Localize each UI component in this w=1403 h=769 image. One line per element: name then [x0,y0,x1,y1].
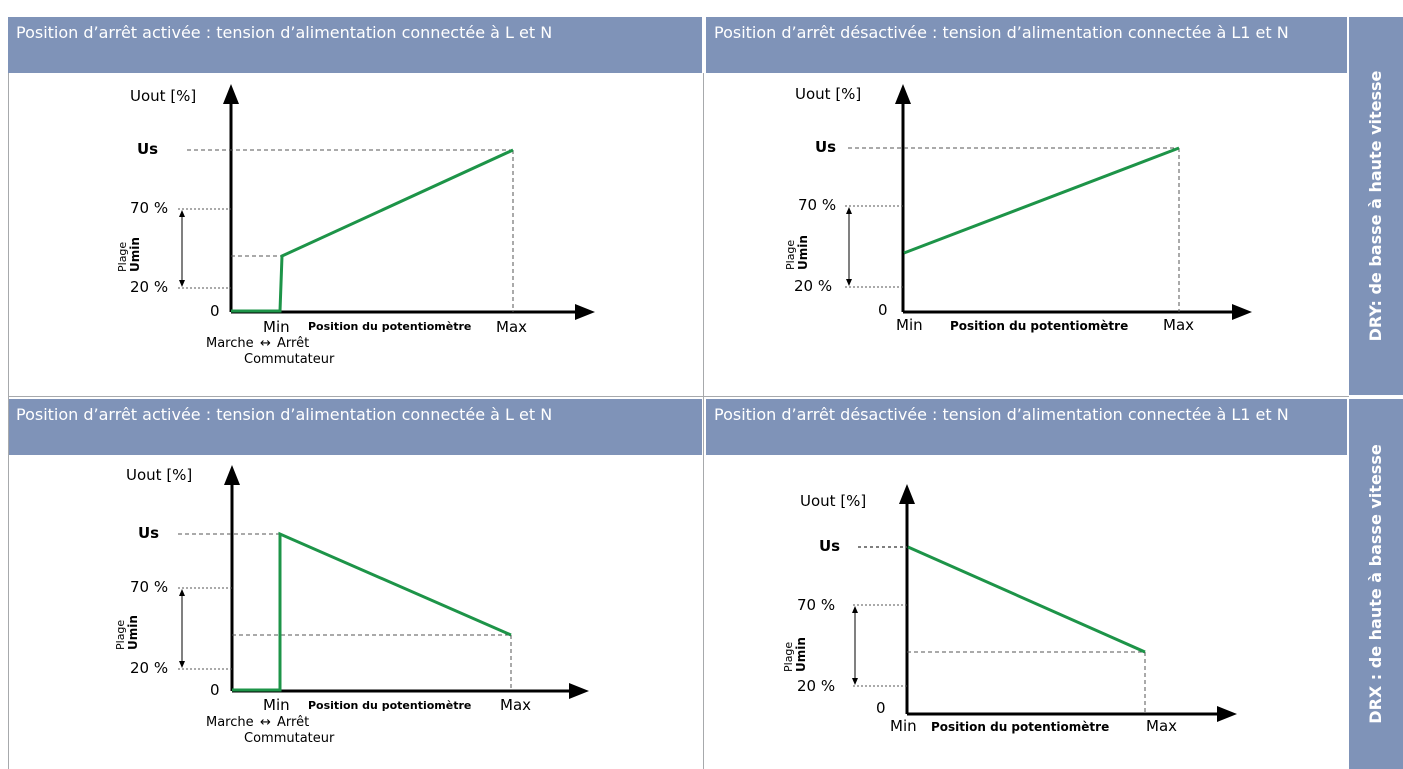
switch-arrows: ↔ [260,336,271,351]
output-curve [907,545,1146,654]
zero-label: 0 [210,681,220,699]
zero-label: 0 [210,302,220,320]
y-axis-arrowhead [899,484,915,504]
p70-label: 70 % [798,196,836,214]
max-label: Max [496,318,527,336]
x-axis-label: Position du potentiomètre [308,320,471,333]
umin-arrow-bottom [179,280,185,287]
min-label: Min [890,717,917,735]
x-axis-label: Position du potentiomètre [950,319,1128,333]
y-axis-label: Uout [%] [126,466,192,484]
grid-line-middle [703,73,704,769]
umin-label: Umin [128,237,142,272]
chart-dry-stop-off: Uout [%] Us 70 % 20 % Plage Umin 0 Min P… [784,84,1252,334]
grid-line-row-divider [8,396,1349,397]
us-label: Us [815,138,836,156]
x-axis-arrowhead [575,304,595,320]
min-label: Min [263,696,290,714]
us-label: Us [138,524,159,542]
y-axis-arrowhead [224,465,240,485]
y-axis-label: Uout [%] [800,492,866,510]
p20-label: 20 % [130,659,168,677]
umin-label: Umin [796,235,810,270]
umin-arrow-bottom [846,279,852,286]
header-dry-stop-on: Position d’arrêt activée : tension d’ali… [8,17,702,73]
plage-label: Plage [782,642,795,672]
output-curve [231,148,514,313]
output-curve [232,531,512,692]
p70-label: 70 % [130,578,168,596]
header-dry-stop-off: Position d’arrêt désactivée : tension d’… [706,17,1347,73]
y-axis-arrowhead [223,84,239,104]
umin-arrow-top [179,210,185,217]
header-drx-stop-on: Position d’arrêt activée : tension d’ali… [8,399,702,455]
chart-drx-stop-on: Uout [%] Us 70 % 20 % Plage Umin 0 Min P… [114,465,589,746]
header-drx-stop-off: Position d’arrêt désactivée : tension d’… [706,399,1347,455]
y-axis-label: Uout [%] [130,87,196,105]
x-axis-arrowhead [1232,304,1252,320]
x-axis-label: Position du potentiomètre [308,699,471,712]
plage-label: Plage [784,240,797,270]
chart-drx-stop-off: Uout [%] Us 70 % 20 % Plage Umin 0 Min P… [782,484,1237,735]
us-label: Us [819,537,840,555]
umin-label: Umin [126,615,140,650]
umin-arrow-bottom [179,661,185,668]
umin-arrow-top [852,606,858,613]
switch-label: Commutateur [244,352,335,367]
output-curve [903,146,1180,255]
us-label: Us [137,140,158,158]
switch-marche-label: Marche [206,336,254,351]
p20-label: 20 % [794,277,832,295]
side-label-dry-text: DRY: de basse à haute vitesse [1366,70,1385,342]
y-axis-arrowhead [895,84,911,104]
plage-label: Plage [114,620,127,650]
max-label: Max [1163,316,1194,334]
p70-label: 70 % [130,199,168,217]
switch-marche-label: Marche [206,715,254,730]
p70-label: 70 % [797,596,835,614]
zero-label: 0 [878,301,888,319]
zero-label: 0 [876,699,886,717]
x-axis-label: Position du potentiomètre [931,720,1109,734]
max-label: Max [500,696,531,714]
umin-arrow-top [846,207,852,214]
switch-arret-label: Arrêt [277,336,309,351]
p20-label: 20 % [797,677,835,695]
side-label-dry: DRY: de basse à haute vitesse [1349,17,1403,395]
min-label: Min [263,318,290,336]
chart-dry-stop-on: Uout [%] Us 70 % 20 % Plage Umin 0 Min P… [116,84,595,367]
p20-label: 20 % [130,278,168,296]
min-label: Min [896,316,923,334]
switch-arrows: ↔ [260,715,271,730]
max-label: Max [1146,717,1177,735]
y-axis-label: Uout [%] [795,85,861,103]
switch-label: Commutateur [244,731,335,746]
umin-label: Umin [794,637,808,672]
x-axis-arrowhead [1217,706,1237,722]
x-axis-arrowhead [569,683,589,699]
grid-line-left [8,73,9,769]
umin-arrow-bottom [852,678,858,685]
switch-arret-label: Arrêt [277,715,309,730]
plage-label: Plage [116,242,129,272]
side-label-drx: DRX : de haute à basse vitesse [1349,399,1403,769]
side-label-drx-text: DRX : de haute à basse vitesse [1366,444,1385,724]
umin-arrow-top [179,589,185,596]
